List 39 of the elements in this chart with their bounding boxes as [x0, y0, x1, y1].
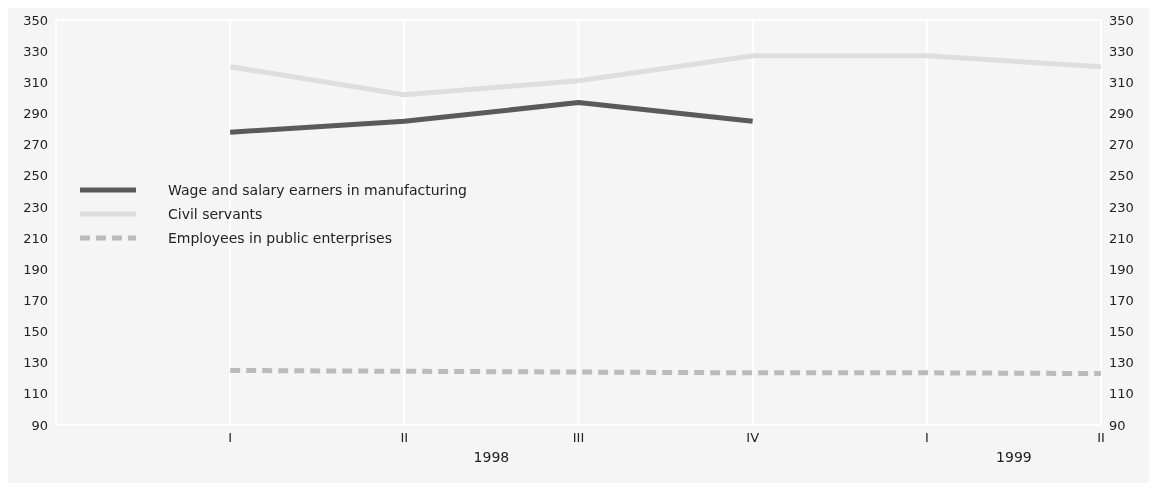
y2-tick-label: 290 — [1109, 106, 1134, 122]
y-tick-label: 210 — [23, 230, 48, 246]
y2-tick-label: 210 — [1109, 230, 1134, 246]
text: 1999 — [995, 449, 1033, 465]
y2-tick-label: 270 — [1109, 137, 1134, 153]
y2-tick-label: 150 — [1109, 324, 1134, 340]
y2-tick-label: 330 — [1109, 43, 1134, 59]
y-tick-label: 230 — [23, 199, 48, 215]
y-tick-label: 130 — [23, 355, 48, 371]
x-tick-label: I — [924, 430, 929, 446]
y-tick-label: 170 — [23, 293, 48, 308]
x-tick-label: III — [572, 430, 585, 446]
x-tick-label: II — [1097, 430, 1105, 446]
x-tick-label: IV — [746, 430, 760, 446]
text: 1998 — [472, 449, 511, 465]
y2-tick-label: 310 — [1109, 74, 1134, 90]
y-tick-label: 270 — [23, 137, 48, 153]
y-tick-label: 150 — [23, 324, 48, 340]
y-tick-label: 90 — [31, 417, 48, 433]
y2-tick-label: 90 — [1109, 417, 1126, 433]
y-tick-label: 190 — [23, 261, 48, 277]
y-tick-label: 310 — [23, 74, 48, 90]
y2-tick-label: 130 — [1109, 355, 1134, 371]
x-tick-label: I — [228, 430, 233, 446]
y2-tick-label: 110 — [1109, 386, 1134, 402]
y-tick-label: 110 — [23, 386, 48, 402]
y-tick-label: 330 — [23, 43, 48, 59]
y2-tick-label: 350 — [1109, 12, 1134, 28]
y-tick-label: 250 — [23, 168, 48, 184]
legend-label: Civil servants — [168, 205, 263, 222]
y2-tick-label: 190 — [1109, 261, 1134, 277]
y-tick-label: 290 — [23, 106, 48, 122]
legend-label: Employees in public enterprises — [168, 229, 392, 246]
y2-tick-label: 230 — [1109, 199, 1134, 215]
y-tick-label: 350 — [23, 12, 48, 28]
legend-label: Wage and salary earners in manufacturing — [168, 181, 467, 198]
y2-tick-label: 250 — [1109, 168, 1134, 184]
x-tick-label: II — [400, 430, 409, 446]
y2-tick-label: 170 — [1109, 293, 1134, 308]
